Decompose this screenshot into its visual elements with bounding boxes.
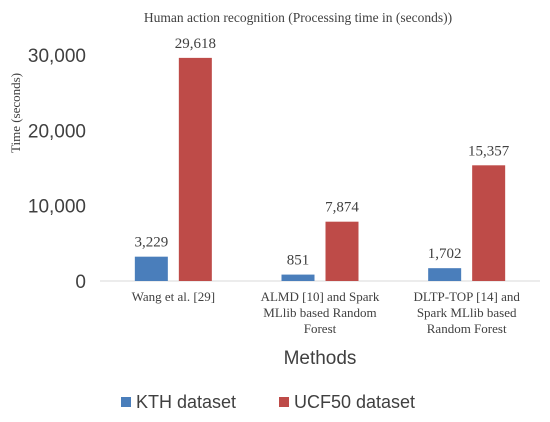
y-axis-ticks: 0 10,000 20,000 30,000 bbox=[28, 46, 86, 293]
y-tick-label: 20,000 bbox=[28, 121, 86, 142]
x-axis-ticks: Wang et al. [29] ALMD [10] and SparkMLlib… bbox=[132, 289, 521, 336]
y-tick-label: 10,000 bbox=[28, 197, 86, 218]
bar bbox=[325, 221, 359, 281]
chart-title: Human action recognition (Processing tim… bbox=[144, 10, 452, 25]
x-tick-label: ALMD [10] and Spark bbox=[261, 289, 380, 304]
legend-swatch bbox=[121, 397, 131, 407]
x-tick-label: Random Forest bbox=[427, 321, 507, 336]
x-tick-label: MLlib based Random bbox=[263, 305, 376, 320]
data-label: 3,229 bbox=[134, 235, 168, 251]
legend-swatch bbox=[279, 397, 289, 407]
x-axis-label: Methods bbox=[284, 348, 357, 369]
bar bbox=[428, 268, 462, 281]
data-labels: 3,229 29,618 851 7,874 1,702 15,357 bbox=[134, 36, 509, 269]
x-tick-label: DLTP-TOP [14] and bbox=[413, 289, 520, 304]
legend-label: UCF50 dataset bbox=[294, 392, 415, 412]
y-axis-label: Time (seconds) bbox=[8, 73, 23, 153]
legend: KTH dataset UCF50 dataset bbox=[121, 392, 415, 412]
bar bbox=[281, 274, 315, 281]
bar bbox=[178, 57, 212, 282]
data-label: 29,618 bbox=[175, 36, 216, 52]
data-label: 851 bbox=[287, 253, 310, 269]
y-tick-label: 30,000 bbox=[28, 46, 86, 67]
x-tick-label: Spark MLlib based bbox=[417, 305, 517, 320]
x-tick-label: Wang et al. [29] bbox=[132, 289, 215, 304]
bars bbox=[134, 57, 506, 282]
bar bbox=[134, 256, 168, 281]
data-label: 15,357 bbox=[468, 143, 510, 159]
x-tick-label: Forest bbox=[304, 321, 337, 336]
y-tick-label: 0 bbox=[75, 272, 86, 293]
data-label: 1,702 bbox=[428, 246, 462, 262]
legend-label: KTH dataset bbox=[136, 392, 236, 412]
data-label: 7,874 bbox=[325, 200, 359, 216]
bar bbox=[472, 165, 506, 281]
